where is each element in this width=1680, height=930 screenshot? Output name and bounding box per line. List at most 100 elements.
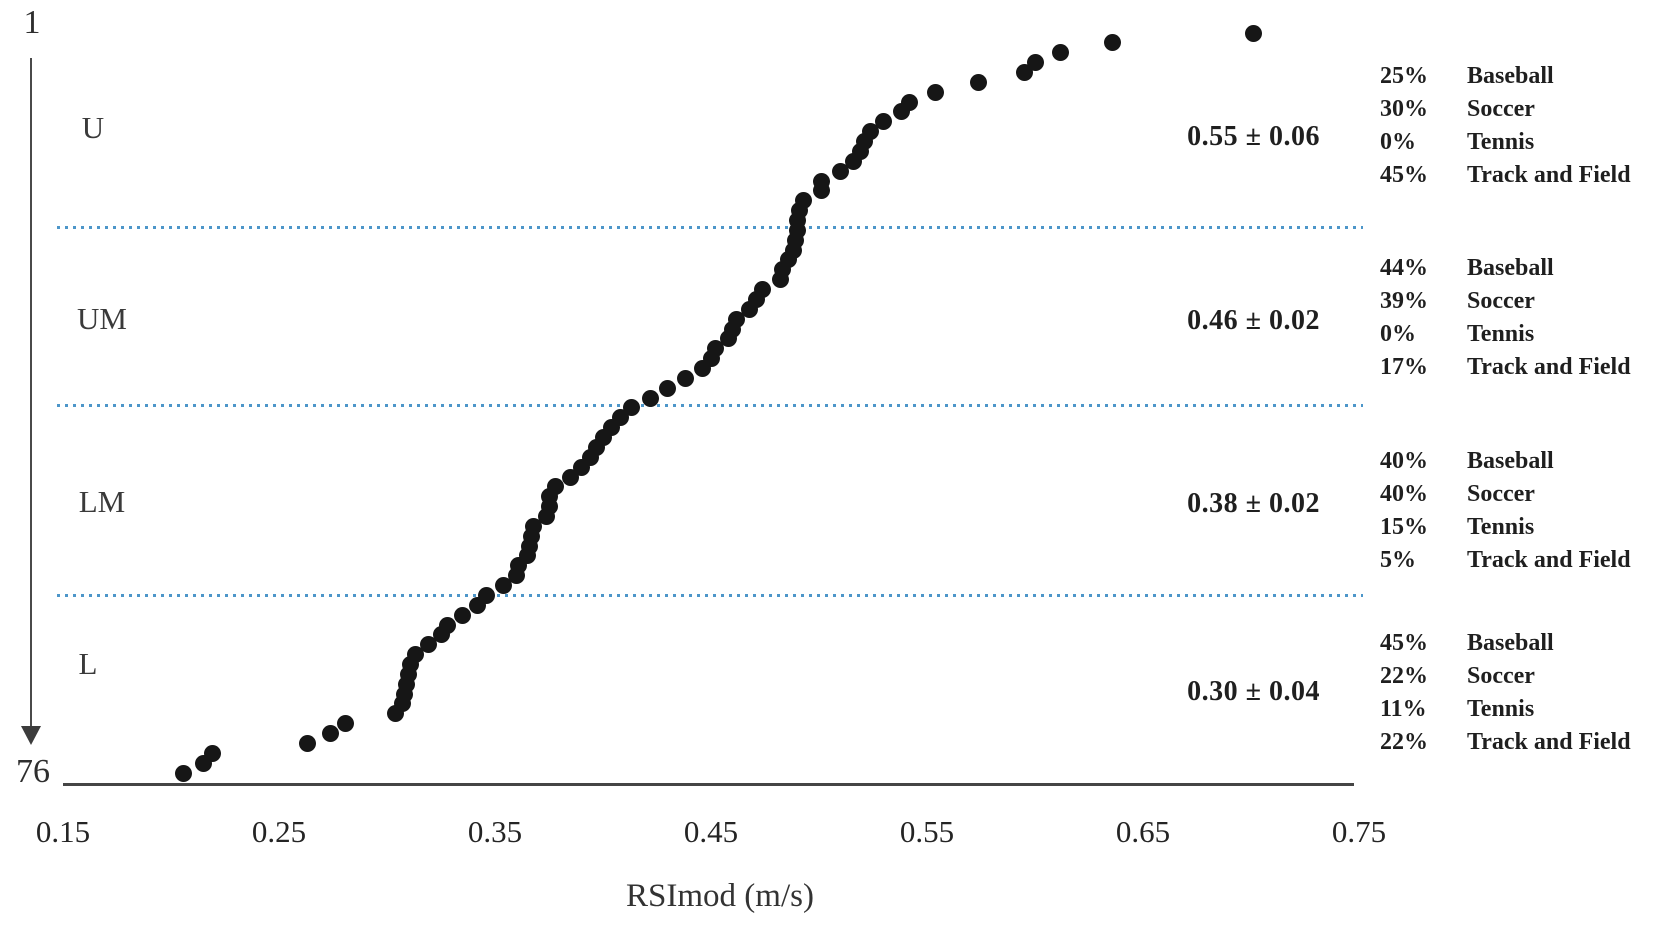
- data-point: [659, 379, 677, 397]
- composition-row: 25% Baseball: [1380, 60, 1675, 93]
- x-tick-label: 0.75: [1331, 814, 1387, 849]
- composition-row: 22% Track and Field: [1380, 726, 1675, 759]
- composition-row: 30% Soccer: [1380, 93, 1675, 126]
- composition-percent: 22%: [1380, 663, 1428, 689]
- data-point: [194, 754, 212, 772]
- data-point: [175, 764, 193, 782]
- composition-percent: 17%: [1380, 354, 1428, 380]
- x-tick-label: 0.35: [467, 814, 523, 849]
- data-point: [832, 162, 850, 180]
- composition-row: 44% Baseball: [1380, 252, 1675, 285]
- data-point: [469, 596, 487, 614]
- composition-row: 40% Baseball: [1380, 445, 1675, 478]
- data-point: [812, 182, 830, 200]
- quartile-label-lm: LM: [78, 484, 126, 519]
- data-point: [1244, 24, 1262, 42]
- data-point: [432, 626, 450, 644]
- data-point: [845, 152, 863, 170]
- composition-row: 15% Tennis: [1380, 511, 1675, 544]
- data-point: [298, 734, 316, 752]
- data-point: [1052, 44, 1070, 62]
- x-tick-label: 0.15: [35, 814, 91, 849]
- composition-row: 5% Track and Field: [1380, 544, 1675, 577]
- quartile-label-um: UM: [77, 301, 127, 336]
- composition-row: 22% Soccer: [1380, 660, 1675, 693]
- data-point: [562, 468, 580, 486]
- composition-row: 0% Tennis: [1380, 318, 1675, 351]
- x-axis-title: RSImod (m/s): [626, 878, 814, 914]
- composition-row: 17% Track and Field: [1380, 351, 1675, 384]
- composition-row: 45% Baseball: [1380, 627, 1675, 660]
- composition-sport: Tennis: [1467, 321, 1535, 347]
- data-point: [322, 725, 340, 743]
- quartile-label-l: L: [78, 646, 98, 681]
- data-point: [970, 73, 988, 91]
- composition-percent: 30%: [1380, 96, 1428, 122]
- data-point: [676, 369, 694, 387]
- composition-row: 39% Soccer: [1380, 285, 1675, 318]
- quartile-divider-line: [57, 594, 1363, 597]
- composition-sport: Baseball: [1467, 63, 1554, 89]
- composition-percent: 22%: [1380, 729, 1428, 755]
- data-point: [875, 113, 893, 131]
- data-point: [771, 271, 789, 289]
- x-tick-label: 0.25: [251, 814, 307, 849]
- composition-percent: 5%: [1380, 547, 1416, 573]
- composition-percent: 39%: [1380, 288, 1428, 314]
- composition-sport: Soccer: [1467, 481, 1535, 507]
- data-point: [337, 715, 355, 733]
- composition-percent: 25%: [1380, 63, 1428, 89]
- composition-percent: 45%: [1380, 630, 1428, 656]
- x-axis-line: [63, 783, 1354, 786]
- quartile-mean-sd: 0.30 ± 0.04: [1187, 676, 1320, 707]
- data-point: [538, 507, 556, 525]
- data-point: [454, 606, 472, 624]
- data-point: [642, 389, 660, 407]
- data-point: [741, 300, 759, 318]
- data-point: [892, 103, 910, 121]
- data-point: [508, 567, 526, 585]
- composition-sport: Soccer: [1467, 96, 1535, 122]
- composition-sport: Baseball: [1467, 630, 1554, 656]
- quartile-divider-line: [57, 404, 1363, 407]
- composition-percent: 40%: [1380, 481, 1428, 507]
- composition-percent: 44%: [1380, 255, 1428, 281]
- quartile-mean-sd: 0.38 ± 0.02: [1187, 488, 1320, 519]
- composition-sport: Track and Field: [1467, 729, 1631, 755]
- composition-sport: Track and Field: [1467, 162, 1631, 188]
- composition-percent: 0%: [1380, 321, 1416, 347]
- x-tick-label: 0.65: [1115, 814, 1171, 849]
- composition-sport: Tennis: [1467, 514, 1535, 540]
- composition-block-lm: 40% Baseball 40% Soccer 15% Tennis 5% Track and…: [1380, 445, 1675, 577]
- data-point: [419, 636, 437, 654]
- quartile-label-u: U: [81, 110, 105, 145]
- composition-block-l: 45% Baseball 22% Soccer 11% Tennis 22% Track an…: [1380, 627, 1675, 759]
- quartile-divider-line: [57, 226, 1363, 229]
- rank-top-label: 1: [23, 4, 41, 41]
- composition-sport: Soccer: [1467, 288, 1535, 314]
- arrow-down-icon: [21, 726, 41, 745]
- x-tick-label: 0.55: [899, 814, 955, 849]
- data-point: [1015, 63, 1033, 81]
- composition-row: 40% Soccer: [1380, 478, 1675, 511]
- data-point: [495, 577, 513, 595]
- composition-percent: 11%: [1380, 696, 1427, 722]
- composition-sport: Soccer: [1467, 663, 1535, 689]
- composition-sport: Baseball: [1467, 448, 1554, 474]
- data-point: [693, 359, 711, 377]
- composition-sport: Track and Field: [1467, 354, 1631, 380]
- rank-bottom-label: 76: [16, 753, 50, 790]
- composition-sport: Tennis: [1467, 129, 1535, 155]
- composition-block-um: 44% Baseball 39% Soccer 0% Tennis 17% Track and…: [1380, 252, 1675, 384]
- quartile-mean-sd: 0.46 ± 0.02: [1187, 305, 1320, 336]
- quartile-mean-sd: 0.55 ± 0.06: [1187, 121, 1320, 152]
- data-point: [927, 83, 945, 101]
- composition-row: 0% Tennis: [1380, 126, 1675, 159]
- composition-block-u: 25% Baseball 30% Soccer 0% Tennis 45% Track and…: [1380, 60, 1675, 192]
- composition-row: 45% Track and Field: [1380, 159, 1675, 192]
- composition-percent: 45%: [1380, 162, 1428, 188]
- composition-sport: Tennis: [1467, 696, 1535, 722]
- composition-sport: Baseball: [1467, 255, 1554, 281]
- composition-percent: 40%: [1380, 448, 1428, 474]
